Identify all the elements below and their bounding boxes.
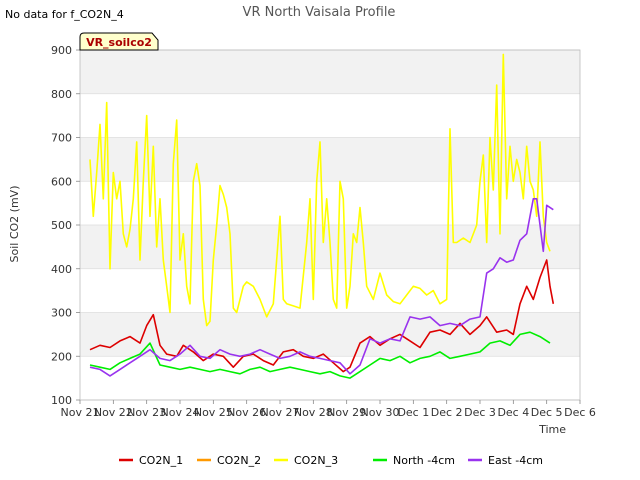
tag-label: VR_soilco2 bbox=[86, 36, 152, 49]
series-line-east-4cm bbox=[89, 198, 554, 377]
x-tick-label: Nov 28 bbox=[294, 406, 333, 419]
x-tick-label: Dec 4 bbox=[497, 406, 529, 419]
y-tick-label: 800 bbox=[51, 88, 72, 101]
legend-label: East -4cm bbox=[488, 454, 543, 467]
x-axis-label: Time bbox=[538, 423, 566, 436]
y-tick-label: 400 bbox=[51, 263, 72, 276]
series-line-north-4cm bbox=[89, 331, 551, 379]
no-data-note: No data for f_CO2N_4 bbox=[5, 8, 124, 21]
plot-band bbox=[80, 268, 580, 313]
series-line-co2n-3 bbox=[89, 53, 551, 327]
x-tick-label: Nov 22 bbox=[94, 406, 133, 419]
y-tick-label: 500 bbox=[51, 219, 72, 232]
y-tick-label: 900 bbox=[51, 44, 72, 57]
x-tick-label: Nov 27 bbox=[261, 406, 300, 419]
x-tick-label: Nov 30 bbox=[361, 406, 400, 419]
x-tick-label: Nov 23 bbox=[127, 406, 166, 419]
legend-label: CO2N_2 bbox=[217, 454, 261, 467]
y-tick-label: 600 bbox=[51, 175, 72, 188]
y-axis: 100 200 300 400 500 600 700 800 900 bbox=[51, 44, 80, 407]
legend: CO2N_1 CO2N_2 CO2N_3 North -4cm East -4cm bbox=[119, 454, 543, 467]
y-tick-label: 700 bbox=[51, 132, 72, 145]
legend-label: North -4cm bbox=[393, 454, 455, 467]
plot-band bbox=[80, 181, 580, 225]
x-tick-label: Nov 25 bbox=[194, 406, 233, 419]
x-tick-label: Nov 24 bbox=[161, 406, 200, 419]
x-tick-label: Nov 21 bbox=[61, 406, 100, 419]
y-axis-label: Soil CO2 (mV) bbox=[8, 186, 21, 263]
x-tick-label: Dec 1 bbox=[397, 406, 429, 419]
plot-band bbox=[80, 356, 580, 400]
tag-badge: VR_soilco2 bbox=[79, 32, 159, 51]
series-line-co2n-1 bbox=[89, 259, 555, 373]
y-tick-label: 300 bbox=[51, 307, 72, 320]
x-tick-label: Dec 3 bbox=[464, 406, 496, 419]
legend-label: CO2N_1 bbox=[139, 454, 183, 467]
series-layer bbox=[89, 53, 555, 379]
x-tick-label: Nov 29 bbox=[327, 406, 366, 419]
x-tick-label: Dec 5 bbox=[531, 406, 563, 419]
plot-band bbox=[80, 137, 580, 182]
y-tick-label: 100 bbox=[51, 394, 72, 407]
y-tick-label: 200 bbox=[51, 350, 72, 363]
x-tick-label: Dec 6 bbox=[564, 406, 596, 419]
x-tick-label: Dec 2 bbox=[431, 406, 463, 419]
x-tick-label: Nov 26 bbox=[227, 406, 266, 419]
legend-label: CO2N_3 bbox=[294, 454, 338, 467]
chart-title: VR North Vaisala Profile bbox=[243, 5, 396, 20]
plot-band bbox=[80, 50, 580, 94]
